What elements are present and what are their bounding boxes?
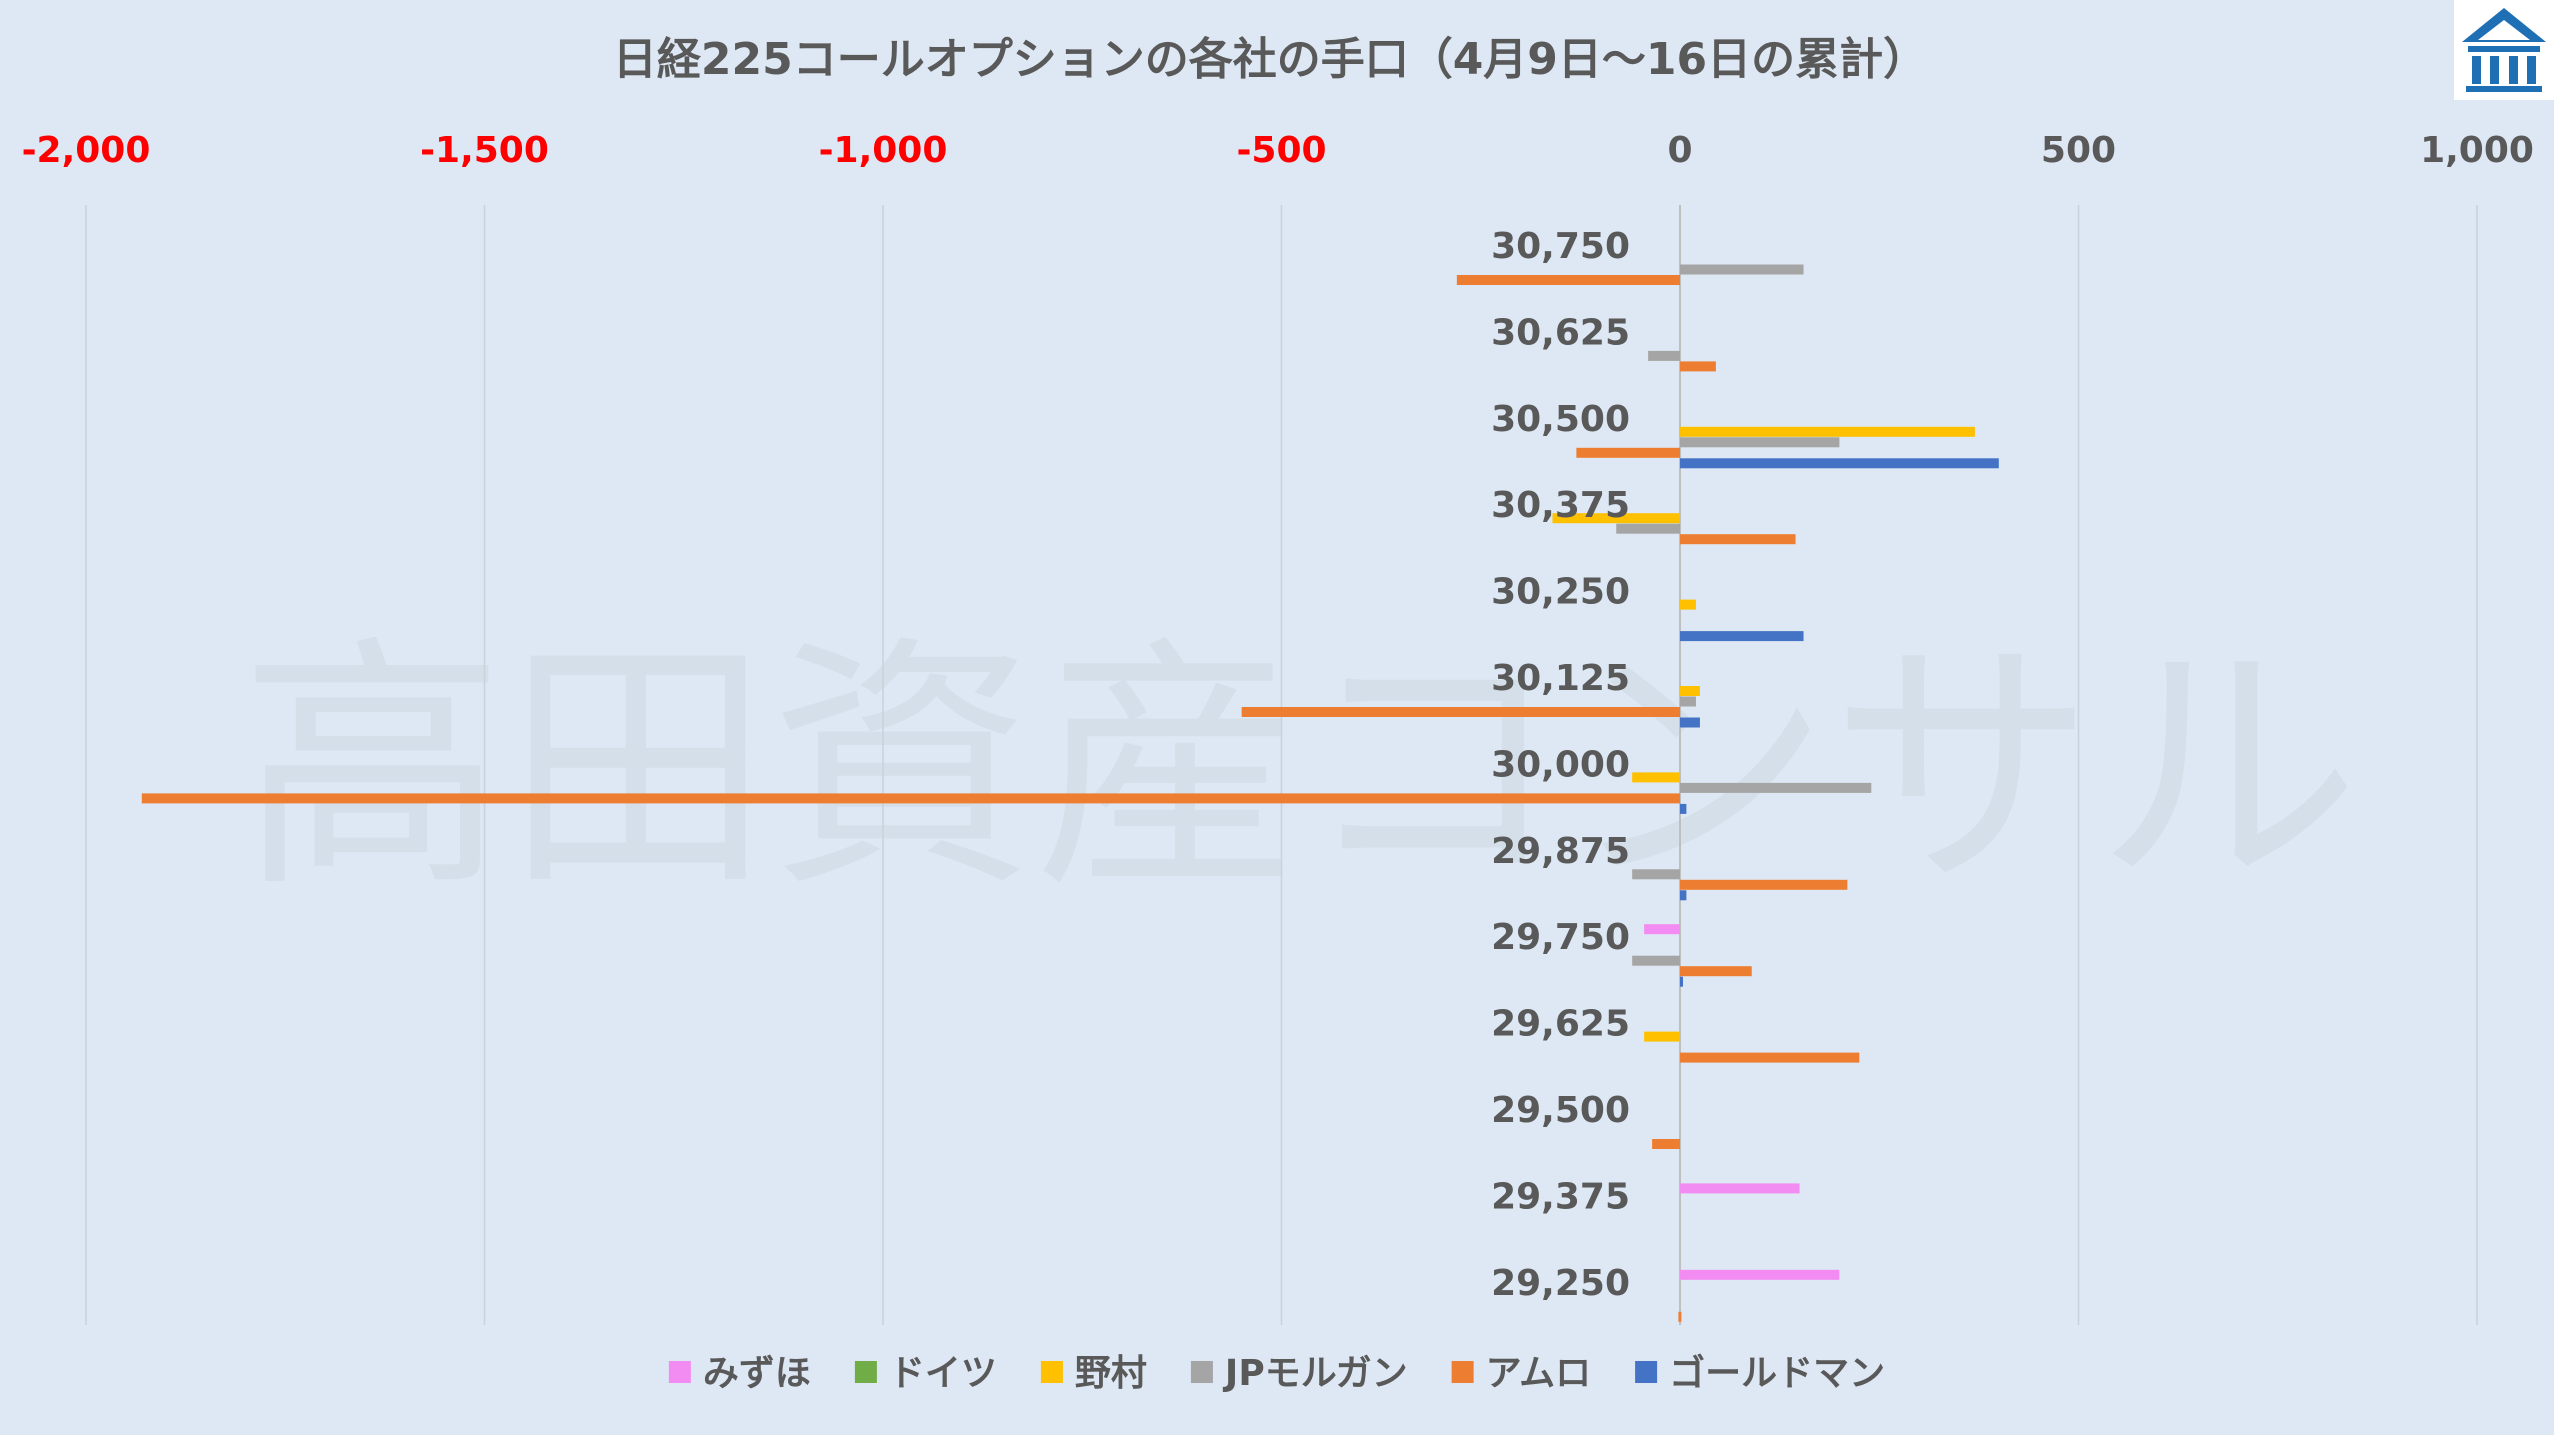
bar [1680,1052,1860,1063]
bar [1644,1031,1680,1042]
legend-label: ドイツ [889,1353,997,1394]
x-tick-label: 1,000 [2420,130,2534,171]
bar [1680,361,1716,372]
x-tick-label: -2,000 [22,130,151,171]
category-label: 29,250 [1491,1263,1630,1304]
bar [1680,976,1683,987]
category-label: 30,125 [1491,658,1630,699]
bar [1680,696,1696,707]
category-label: 29,375 [1491,1176,1630,1217]
legend-label: アムロ [1486,1353,1591,1394]
legend-swatch [1635,1361,1658,1383]
legend-swatch [1190,1361,1213,1383]
bar [141,793,1680,804]
category-label: 29,625 [1491,1004,1630,1045]
company-logo [2454,0,2554,100]
legend-swatch [1040,1361,1063,1383]
bar [1616,523,1680,534]
bar [1680,631,1804,642]
category-label: 30,500 [1491,399,1630,440]
bar [1680,803,1687,814]
x-tick-label: -1,500 [420,130,549,171]
bar [1680,879,1848,890]
x-tick-label: -500 [1236,130,1326,171]
legend-swatch [668,1361,691,1383]
category-label: 30,250 [1491,572,1630,613]
x-tick-label: 0 [1667,130,1692,171]
category-label: 29,750 [1491,917,1630,958]
bar [1680,1183,1800,1194]
bar [1552,513,1680,524]
legend-swatch [1451,1361,1474,1383]
category-label: 30,625 [1491,312,1630,353]
bar [1680,599,1696,610]
bar [1680,717,1700,728]
legend-swatch [854,1361,877,1383]
bar [1680,437,1840,448]
bar [1644,924,1680,935]
bar [1680,1269,1840,1280]
bar [1632,955,1680,966]
bar [1680,782,1872,793]
bar [1576,447,1680,458]
bar [1632,772,1680,783]
bar [1680,890,1687,901]
bar [1680,426,1975,437]
bar [1652,1139,1680,1149]
legend-label: ゴールドマン [1669,1352,1885,1394]
bar [1680,966,1752,977]
legend-label: みずほ [703,1353,811,1394]
bar [1632,869,1680,880]
bar [1678,1311,1682,1322]
watermark: 高田資産コンサル [240,615,2360,923]
bar [1680,458,1999,469]
x-tick-label: -1,000 [819,130,948,171]
category-label: 30,750 [1491,226,1630,267]
bar [1680,686,1700,696]
bar [1680,534,1796,545]
category-label: 29,500 [1491,1090,1630,1131]
category-label: 29,875 [1491,831,1630,872]
bar [1241,707,1680,717]
building-icon [2462,8,2546,92]
legend-label: 野村 [1075,1353,1147,1394]
chart-title: 日経225コールオプションの各社の手口（4月9日～16日の累計） [613,34,1927,85]
x-tick-label: 500 [2041,130,2116,171]
category-label: 30,000 [1491,744,1630,785]
bar [1456,275,1680,285]
bar [1648,350,1680,361]
legend-label: JPモルガン [1222,1353,1408,1394]
category-label: 30,375 [1491,485,1630,526]
bar [1680,264,1804,275]
